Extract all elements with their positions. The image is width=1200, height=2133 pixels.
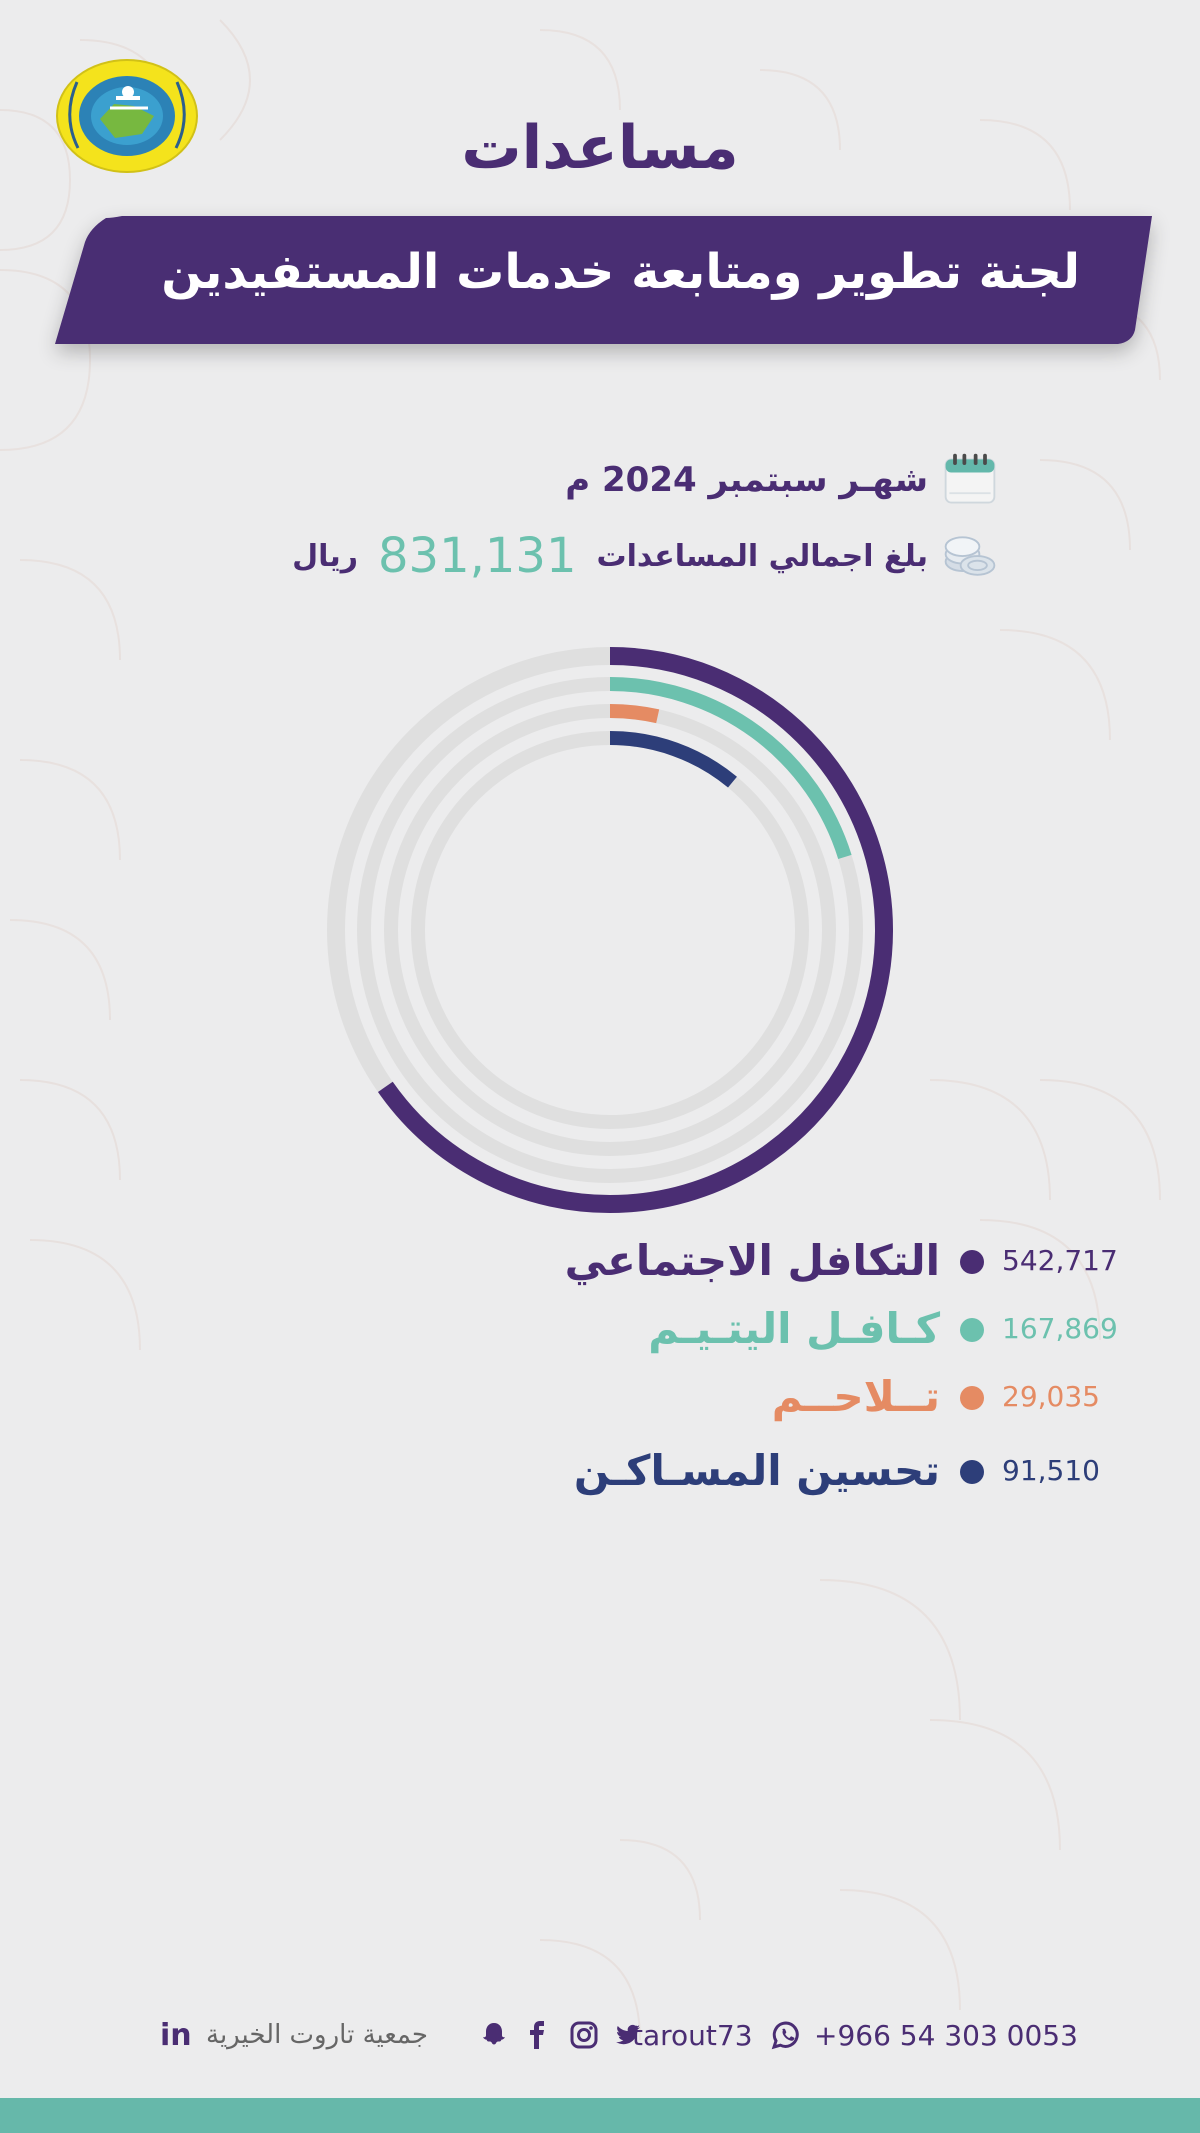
legend-label-orphan-sponsor: كـافـل اليتـيـم: [648, 1304, 940, 1353]
legend-item-talahum: تــلاحــم 29,035: [600, 1372, 1100, 1428]
social-handle-link[interactable]: tarout73: [632, 2014, 753, 2056]
coins-icon: [944, 536, 996, 576]
chart-track-2: [384, 704, 836, 1156]
chart-arc-1: [609, 677, 852, 859]
total-prefix: بلغ اجمالي المساعدات: [596, 538, 929, 574]
radial-chart: [327, 647, 893, 1213]
association-logo: [56, 59, 198, 173]
total-value: 831,131: [378, 528, 577, 584]
legend-dot-orphan-sponsor: [960, 1318, 984, 1342]
footer: in جمعية تاروت الخيرية tarout73 +9: [0, 2014, 1200, 2068]
facebook-icon[interactable]: [522, 2019, 554, 2051]
total-suffix: ريال: [292, 538, 358, 574]
month-text: شهـر سبتمبر 2024 م: [565, 460, 928, 500]
legend-value-housing-improvement: 91,510: [1002, 1454, 1100, 1487]
chart-arc-2: [609, 704, 660, 724]
legend-value-talahum: 29,035: [1002, 1380, 1100, 1413]
snapchat-icon[interactable]: [478, 2019, 510, 2051]
whatsapp-contact[interactable]: +966 54 303 0053: [770, 2014, 1078, 2056]
org-name: جمعية تاروت الخيرية: [206, 2020, 429, 2050]
legend-dot-social-solidarity: [960, 1250, 984, 1274]
phone-number: +966 54 303 0053: [814, 2018, 1078, 2052]
linkedin-label: in: [160, 2017, 192, 2053]
chart-arc-3: [609, 731, 737, 788]
social-handle: tarout73: [632, 2018, 753, 2052]
page-title: مساعدات: [461, 113, 739, 183]
legend-item-orphan-sponsor: كـافـل اليتـيـم 167,869: [600, 1304, 1118, 1360]
bottom-bar: [0, 2098, 1200, 2133]
legend-value-social-solidarity: 542,717: [1002, 1244, 1118, 1277]
chart-track-3: [411, 731, 809, 1129]
subtitle-banner: [55, 216, 1152, 344]
banner-subtitle: لجنة تطوير ومتابعة خدمات المستفيدين: [161, 244, 1080, 300]
instagram-icon[interactable]: [568, 2019, 600, 2051]
linkedin-link[interactable]: in: [160, 2014, 192, 2056]
legend-value-orphan-sponsor: 167,869: [1002, 1312, 1118, 1345]
calendar-icon: [944, 453, 996, 504]
chart-area: [300, 620, 920, 1240]
legend-label-housing-improvement: تحسين المسـاكـن: [573, 1446, 940, 1495]
month-row: شهـر سبتمبر 2024 م: [565, 448, 1000, 512]
legend-dot-housing-improvement: [960, 1460, 984, 1484]
social-icons-group: [478, 2014, 644, 2056]
org-name-link: جمعية تاروت الخيرية: [206, 2014, 428, 2056]
chart-arc-0: [377, 647, 893, 1213]
total-row: بلغ اجمالي المساعدات 831,131 ريال: [292, 524, 1000, 588]
legend-label-talahum: تــلاحــم: [771, 1372, 940, 1421]
legend-item-social-solidarity: التكافل الاجتماعي 542,717: [564, 1236, 1118, 1292]
legend-item-housing-improvement: تحسين المسـاكـن 91,510: [573, 1446, 1100, 1502]
whatsapp-icon: [771, 2021, 799, 2050]
chart-legend: التكافل الاجتماعي 542,717 كـافـل اليتـيـ…: [0, 1236, 1200, 1516]
twitter-icon[interactable]: [612, 2019, 644, 2051]
legend-dot-talahum: [960, 1386, 984, 1410]
legend-label-social-solidarity: التكافل الاجتماعي: [564, 1236, 940, 1285]
